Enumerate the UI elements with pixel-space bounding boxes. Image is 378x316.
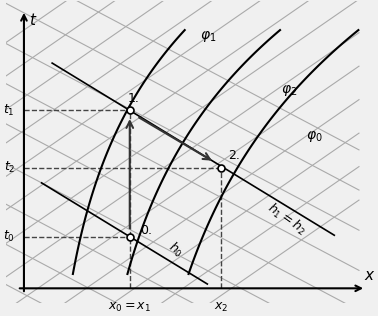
Text: $h_1=h_2$: $h_1=h_2$: [264, 200, 309, 238]
Text: $\varphi_0$: $\varphi_0$: [306, 129, 323, 144]
Text: $h_0$: $h_0$: [165, 239, 186, 261]
Text: $\varphi_2$: $\varphi_2$: [281, 83, 298, 98]
Text: $t_1$: $t_1$: [3, 103, 15, 118]
Text: x: x: [364, 268, 373, 283]
Text: 2.: 2.: [228, 149, 240, 162]
Text: $t_2$: $t_2$: [4, 160, 15, 175]
Text: $x_0=x_1$: $x_0=x_1$: [108, 301, 151, 314]
Text: 0.: 0.: [140, 224, 152, 237]
Text: $t_0$: $t_0$: [3, 229, 15, 244]
Text: $x_2$: $x_2$: [214, 301, 229, 314]
Text: t: t: [29, 13, 35, 28]
Text: $\varphi_1$: $\varphi_1$: [200, 29, 217, 44]
Text: 1.: 1.: [128, 92, 140, 105]
